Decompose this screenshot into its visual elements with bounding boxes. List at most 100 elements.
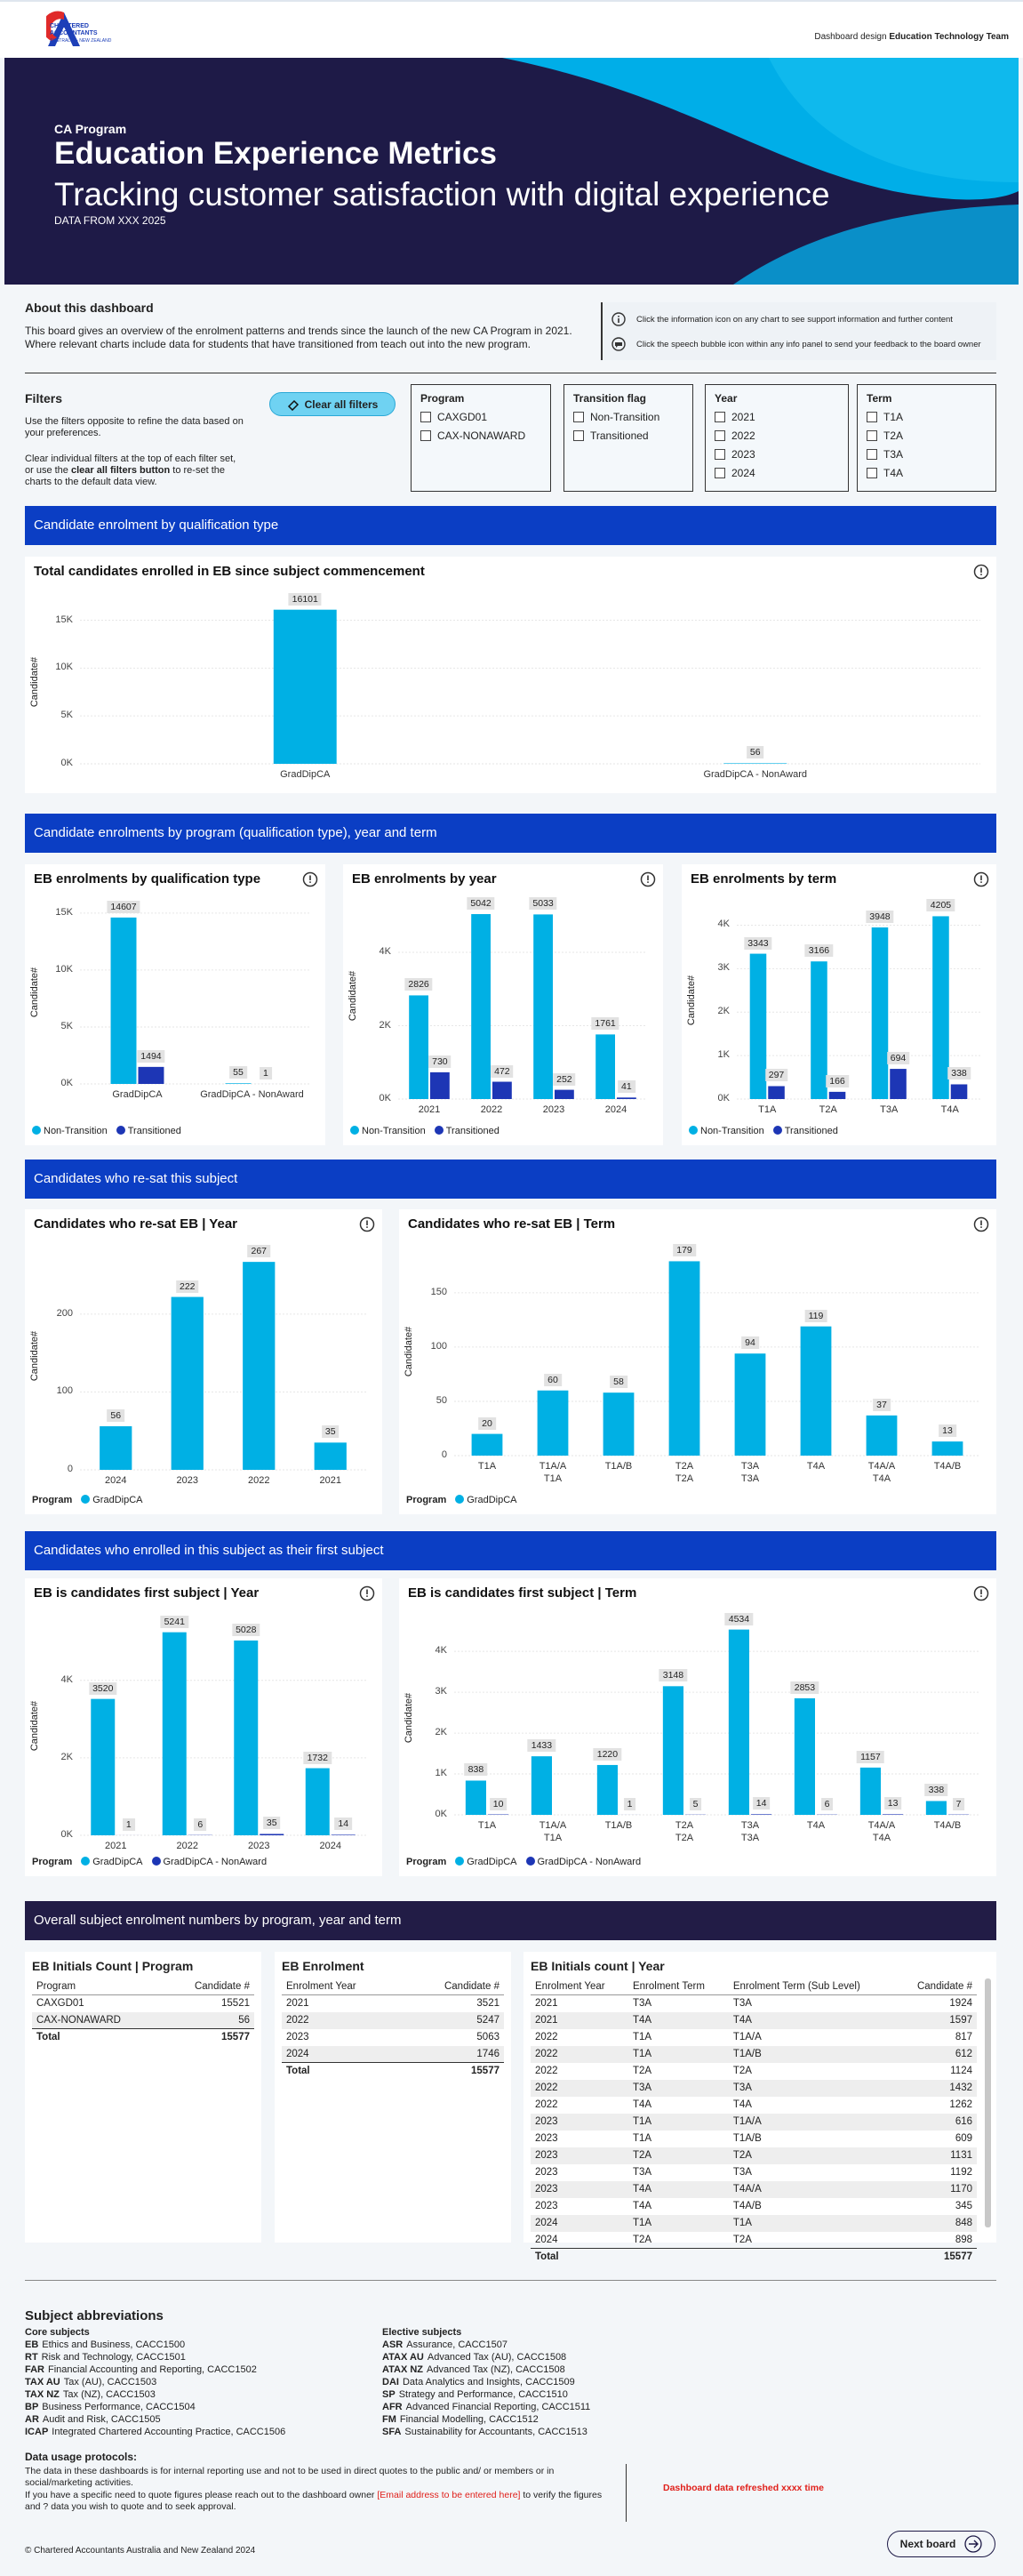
scrollbar[interactable] <box>985 1978 991 2227</box>
info-icon[interactable] <box>973 564 989 580</box>
x-tick-label: T1A <box>477 1461 497 1472</box>
clear-filters-button[interactable]: Clear all filters <box>269 392 396 416</box>
email-placeholder[interactable]: [Email address to be entered here] <box>377 2490 521 2500</box>
checkbox[interactable] <box>867 430 877 441</box>
legend-item[interactable]: GradDipCA <box>455 1857 517 1867</box>
legend-item[interactable]: GradDipCA <box>455 1495 517 1505</box>
text-part: to verify the figures and ? data you wis… <box>25 2490 605 2512</box>
value-label: 730 <box>428 1055 452 1068</box>
about-title: About this dashboard <box>25 301 154 315</box>
checkbox[interactable] <box>573 430 584 441</box>
filter-option[interactable]: T1A <box>867 411 987 423</box>
filter-option[interactable]: Transitioned <box>573 429 683 442</box>
chart-title: Total candidates enrolled in EB since su… <box>34 564 425 579</box>
bar <box>723 763 787 764</box>
filter-option[interactable]: CAXGD01 <box>420 411 541 423</box>
abbreviation: FAR Financial Accounting and Reporting, C… <box>25 2363 363 2376</box>
legend-item[interactable]: GradDipCA <box>81 1495 143 1505</box>
x-tick-label: GradDipCA <box>280 769 331 780</box>
filter-title: Term <box>867 392 892 405</box>
abbreviation: ATAX AU Advanced Tax (AU), CACC1508 <box>382 2351 720 2363</box>
checkbox[interactable] <box>867 412 877 422</box>
value-label: 7 <box>952 1797 965 1810</box>
abbreviation-name: Tax (NZ), CACC1503 <box>62 2389 156 2400</box>
filter-option[interactable]: 2022 <box>715 429 839 442</box>
info-icon[interactable] <box>973 1216 989 1232</box>
logo-line: ACCOUNTANTS <box>50 30 98 36</box>
abbreviation: TAX NZ Tax (NZ), CACC1503 <box>25 2388 363 2401</box>
table-row: 2023 T4A T4A/B 345 <box>531 2198 977 2215</box>
bar <box>866 1415 898 1456</box>
legend-swatch <box>350 1126 359 1135</box>
filter-option[interactable]: 2024 <box>715 467 839 479</box>
filter-option[interactable]: CAX-NONAWARD <box>420 429 541 442</box>
chart-card: EB enrolments by term 0K 1K 2K 3K 4K Candidate… <box>682 864 996 1145</box>
info-icon <box>611 312 626 326</box>
legend-item[interactable]: Non-Transition <box>689 1126 764 1136</box>
filter-option[interactable]: T2A <box>867 429 987 442</box>
y-tick-label: 0K <box>379 1093 391 1103</box>
option-label: 2022 <box>731 429 755 442</box>
chart-card: Total candidates enrolled in EB since su… <box>25 557 996 793</box>
checkbox[interactable] <box>420 412 431 422</box>
legend-swatch <box>151 1857 161 1866</box>
table-cell: T2A <box>732 2234 752 2245</box>
filter-option[interactable]: Non-Transition <box>573 411 683 423</box>
bar <box>234 1640 259 1835</box>
x-tick-label: T3A <box>880 1104 899 1115</box>
section-header: Candidates who enrolled in this subject … <box>25 1531 996 1570</box>
legend-item[interactable]: GradDipCA - NonAward <box>151 1857 267 1867</box>
info-icon[interactable] <box>302 871 318 887</box>
checkbox[interactable] <box>867 468 877 478</box>
legend-item[interactable]: Transitioned <box>116 1126 181 1136</box>
table-cell: T1A <box>632 2133 652 2144</box>
bar <box>811 961 827 1099</box>
legend: Program GradDipCA <box>406 1495 517 1505</box>
y-tick-label: 2K <box>60 1751 73 1762</box>
filter-option[interactable]: 2021 <box>715 411 839 423</box>
checkbox[interactable] <box>715 430 725 441</box>
x-tick-sublabel: T1A <box>543 1473 563 1484</box>
legend-item[interactable]: Non-Transition <box>32 1126 108 1136</box>
text-part: Clear individual filters at the top of e… <box>25 453 239 476</box>
table-cell: 3521 <box>476 1998 500 2010</box>
info-icon[interactable] <box>640 871 656 887</box>
value-label: 35 <box>262 1817 281 1830</box>
info-icon[interactable] <box>359 1216 375 1232</box>
checkbox[interactable] <box>715 449 725 460</box>
value-label: 119 <box>804 1309 827 1322</box>
legend-item[interactable]: Non-Transition <box>350 1126 426 1136</box>
abbreviation-code: ATAX NZ <box>382 2364 424 2375</box>
legend-swatch <box>81 1857 91 1866</box>
checkbox[interactable] <box>867 449 877 460</box>
value-label: 13 <box>883 1797 902 1810</box>
filter-option[interactable]: 2023 <box>715 448 839 461</box>
checkbox[interactable] <box>420 430 431 441</box>
checkbox[interactable] <box>715 412 725 422</box>
legend-item[interactable]: GradDipCA <box>81 1857 143 1867</box>
value-label: 14607 <box>107 900 140 913</box>
table-cell: T3A <box>732 1998 752 2010</box>
legend-item[interactable]: GradDipCA - NonAward <box>525 1857 641 1867</box>
table-cell: T4A <box>632 2099 652 2110</box>
checkbox[interactable] <box>573 412 584 422</box>
table-cell: T4A <box>732 2099 752 2110</box>
chart-svg <box>737 916 980 1100</box>
filter-option[interactable]: T3A <box>867 448 987 461</box>
legend-item[interactable]: Transitioned <box>772 1126 838 1136</box>
bar <box>273 609 337 764</box>
next-board-button[interactable]: Next board <box>887 2531 995 2557</box>
x-tick-label: T4A/B <box>933 1461 962 1472</box>
table-cell: 2021 <box>286 1998 309 2010</box>
checkbox[interactable] <box>715 468 725 478</box>
option-label: T4A <box>883 467 904 479</box>
info-icon[interactable] <box>973 1585 989 1601</box>
table-row: 2022 T1A T1A/B 612 <box>531 2045 977 2063</box>
info-icon[interactable] <box>359 1585 375 1601</box>
legend-label: Non-Transition <box>44 1126 108 1136</box>
legend-item[interactable]: Transitioned <box>434 1126 500 1136</box>
filter-option[interactable]: T4A <box>867 467 987 479</box>
bar <box>734 1353 766 1456</box>
info-icon[interactable] <box>973 871 989 887</box>
